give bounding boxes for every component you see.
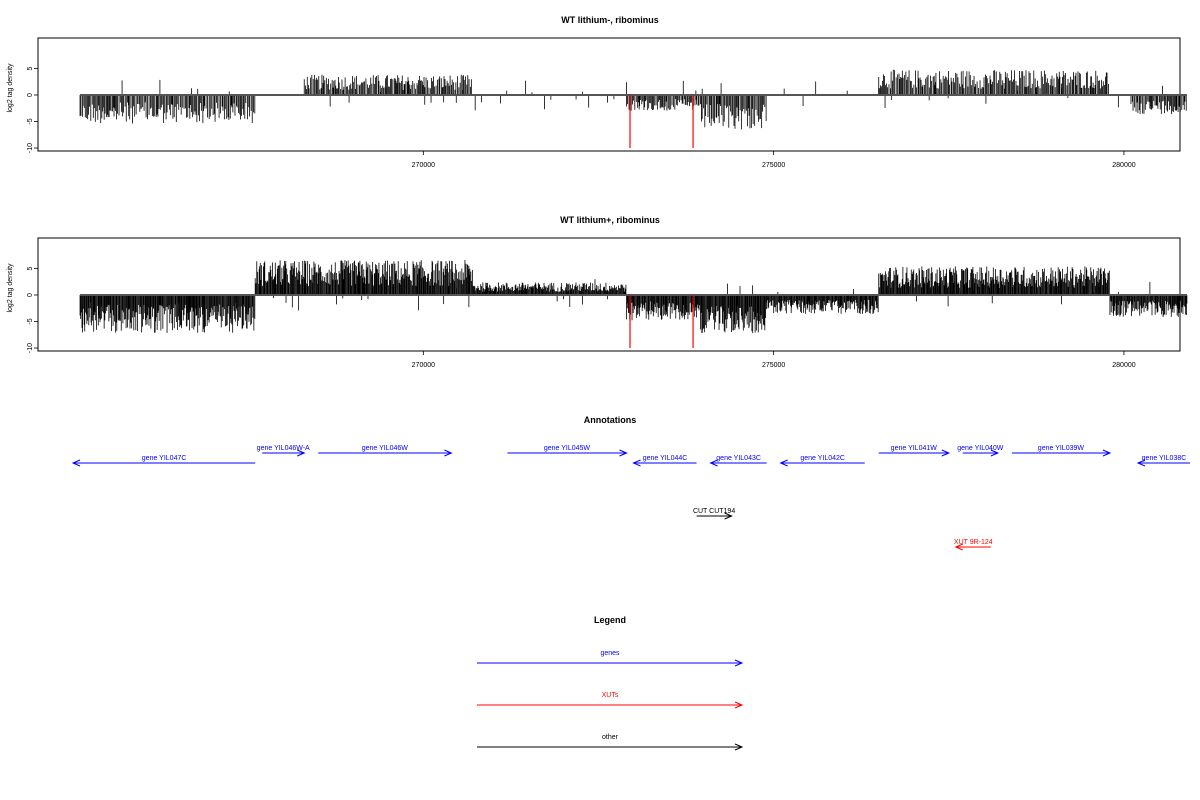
x-axis-ticks: 270000 275000 280000 <box>412 151 1136 169</box>
legend-arrowhead <box>734 659 744 667</box>
gene-label: gene YIL042C <box>800 455 845 462</box>
y-tick-label: 0 <box>27 93 34 97</box>
y-tick-label: -5 <box>27 318 34 324</box>
panel-title: WT lithium+, ribominus <box>560 215 660 225</box>
x-tick-label: 275000 <box>762 362 785 369</box>
y-tick-label: -5 <box>27 118 34 124</box>
gene-label: gene YIL045W <box>544 445 591 452</box>
gene-label: gene YIL038C <box>1142 455 1187 462</box>
feature-arrowhead <box>954 543 964 551</box>
y-tick-label: -10 <box>27 343 34 353</box>
annotations-title: Annotations <box>584 415 637 425</box>
panel-title: WT lithium-, ribominus <box>561 15 659 25</box>
annotation-features: gene YIL047C gene YIL046W-A gene YIL046W ge… <box>71 445 1190 551</box>
legend-label: XUTs <box>602 692 619 699</box>
legend: Legend genes XUTs other <box>477 615 744 751</box>
panel-lithium-minus: WT lithium-, ribominus log2 tag density … <box>7 15 1188 169</box>
gene-label: gene YIL046W <box>362 445 409 452</box>
y-tick-label: 5 <box>27 66 34 70</box>
gene-label: gene YIL041W <box>891 445 938 452</box>
y-tick-label: 5 <box>27 266 34 270</box>
feature-arrowhead <box>619 449 628 457</box>
x-tick-label: 280000 <box>1112 362 1135 369</box>
y-tick-label: -10 <box>27 143 34 153</box>
x-axis-ticks: 270000 275000 280000 <box>412 351 1136 369</box>
gene-label: gene YIL044C <box>643 455 688 462</box>
x-tick-label: 275000 <box>762 162 785 169</box>
gene-label: gene YIL039W <box>1038 445 1085 452</box>
feature-arrowhead <box>1136 459 1146 467</box>
panel-lithium-plus: WT lithium+, ribominus log2 tag density … <box>7 215 1188 369</box>
x-tick-label: 280000 <box>1112 162 1135 169</box>
density-bars <box>79 69 1188 148</box>
y-axis-ticks: -10 -5 0 5 <box>27 266 38 353</box>
legend-label: genes <box>600 650 620 657</box>
legend-items: genes XUTs other <box>477 650 744 751</box>
feature-arrowhead <box>632 459 641 467</box>
y-tick-label: 0 <box>27 293 34 297</box>
feature-arrowhead <box>1102 449 1112 457</box>
y-axis-label: log2 tag density <box>7 63 14 113</box>
legend-label: other <box>602 734 619 741</box>
cut-label: CUT CUT194 <box>693 508 735 515</box>
feature-arrowhead <box>709 459 718 467</box>
xut-label: XUT 9R-124 <box>954 539 993 546</box>
feature-arrowhead <box>724 512 733 520</box>
feature-arrowhead <box>779 459 788 467</box>
x-tick-label: 270000 <box>412 362 435 369</box>
feature-arrowhead <box>941 449 951 457</box>
gene-label: gene YIL047C <box>142 455 187 462</box>
gene-label: gene YIL043C <box>716 455 761 462</box>
legend-title: Legend <box>594 615 626 625</box>
y-axis-ticks: -10 -5 0 5 <box>27 66 38 153</box>
density-bars <box>79 260 1188 348</box>
y-axis-label: log2 tag density <box>7 263 14 313</box>
feature-arrowhead <box>444 449 453 457</box>
feature-arrowhead <box>990 449 1000 457</box>
x-tick-label: 270000 <box>412 162 435 169</box>
legend-arrowhead <box>734 743 744 751</box>
feature-arrowhead <box>297 449 306 457</box>
legend-arrowhead <box>734 701 744 709</box>
gene-label: gene YIL040W <box>957 445 1004 452</box>
gene-label: gene YIL046W-A <box>257 445 310 452</box>
feature-arrowhead <box>71 459 81 467</box>
